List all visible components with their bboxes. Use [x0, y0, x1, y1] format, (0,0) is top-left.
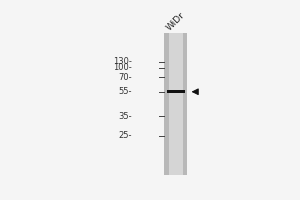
Text: 25-: 25-: [118, 131, 132, 140]
Text: 70-: 70-: [118, 73, 132, 82]
Bar: [164, 33, 188, 175]
Bar: [167, 90, 184, 93]
Text: 100-: 100-: [113, 63, 132, 72]
Text: WiDr: WiDr: [165, 11, 187, 32]
Text: 130-: 130-: [113, 57, 132, 66]
Text: 55-: 55-: [118, 87, 132, 96]
Text: 35-: 35-: [118, 112, 132, 121]
Bar: [169, 33, 183, 175]
